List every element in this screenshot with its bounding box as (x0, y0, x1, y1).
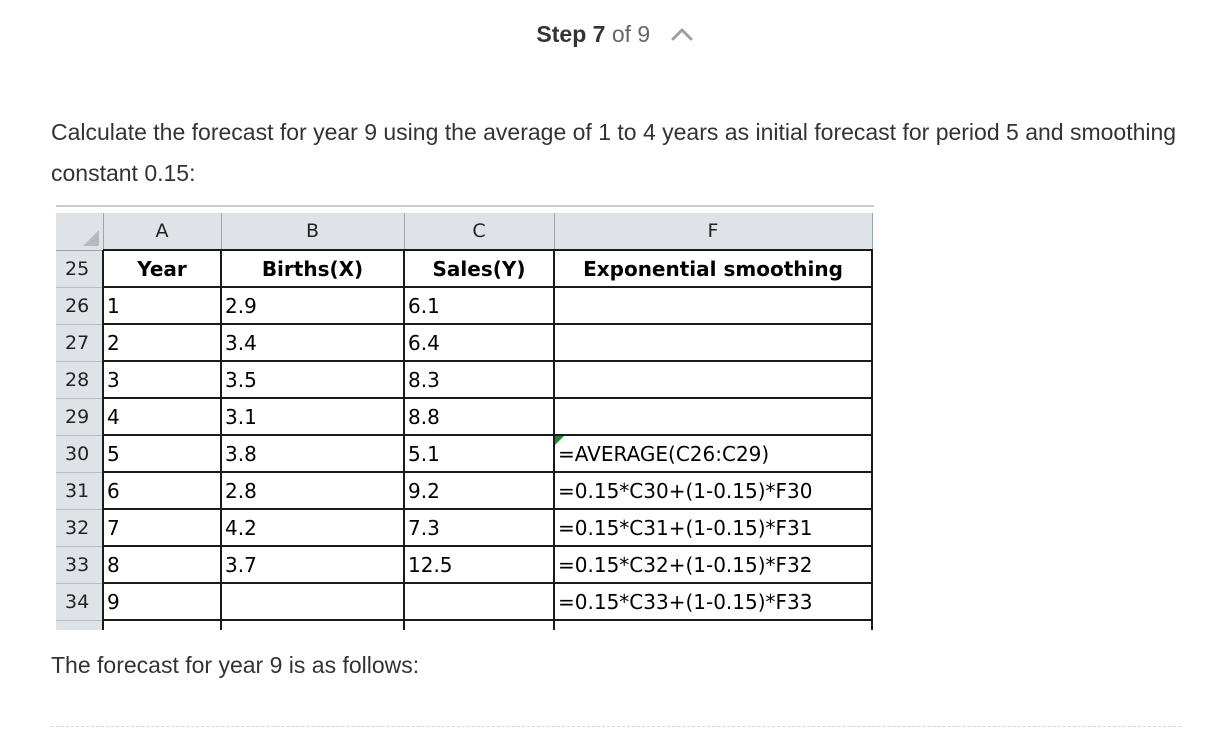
cell-smoothing[interactable]: =0.15*C32+(1-0.15)*F32 (553, 545, 873, 584)
cell-smoothing[interactable] (553, 286, 873, 325)
cell-year[interactable]: 4 (102, 397, 222, 436)
column-letter-c[interactable]: C (404, 213, 555, 251)
table-row: 29 4 3.1 8.8 (56, 397, 873, 436)
cell-smoothing[interactable] (553, 397, 873, 436)
cell-sales[interactable]: 6.4 (403, 323, 555, 362)
cell-smoothing[interactable] (553, 323, 873, 362)
cell-smoothing[interactable]: =0.15*C30+(1-0.15)*F30 (553, 471, 873, 510)
header-exponential-smoothing[interactable]: Exponential smoothing (553, 249, 873, 288)
cell-year[interactable]: 1 (102, 286, 222, 325)
table-row: 32 7 4.2 7.3 =0.15*C31+(1-0.15)*F31 (56, 508, 873, 547)
cell-births[interactable]: 3.8 (220, 434, 405, 473)
spreadsheet-table: A B C F 25 Year Births(X) Sales(Y) Expon… (56, 213, 873, 630)
cell-sales[interactable]: 8.3 (403, 360, 555, 399)
table-row: 27 2 3.4 6.4 (56, 323, 873, 362)
step-header: Step 7 of 9 (0, 20, 1229, 48)
cell-cutoff (220, 619, 405, 630)
row-number-cutoff (56, 620, 104, 630)
forecast-conclusion-text: The forecast for year 9 is as follows: (51, 652, 420, 678)
step-current-number: 7 (592, 21, 606, 47)
instruction-text: Calculate the forecast for year 9 using … (51, 119, 1177, 186)
section-divider (51, 726, 1181, 727)
cell-cutoff (403, 619, 555, 630)
table-row: 26 1 2.9 6.1 (56, 286, 873, 325)
cell-cutoff (102, 619, 222, 630)
cell-year[interactable]: 2 (102, 323, 222, 362)
cell-year[interactable]: 3 (102, 360, 222, 399)
cell-births[interactable]: 2.8 (220, 471, 405, 510)
cell-births[interactable]: 2.9 (220, 286, 405, 325)
cell-births[interactable]: 3.7 (220, 545, 405, 584)
column-letter-a[interactable]: A (103, 213, 222, 251)
table-row: 28 3 3.5 8.3 (56, 360, 873, 399)
cell-sales[interactable]: 5.1 (403, 434, 555, 473)
cell-year[interactable]: 9 (102, 582, 222, 621)
row-number: 25 (56, 250, 104, 288)
cell-cutoff (553, 619, 873, 630)
header-sales[interactable]: Sales(Y) (403, 249, 555, 288)
cell-births[interactable]: 3.1 (220, 397, 405, 436)
cell-sales[interactable]: 12.5 (403, 545, 555, 584)
table-row: 33 8 3.7 12.5 =0.15*C32+(1-0.15)*F32 (56, 545, 873, 584)
cell-births[interactable] (220, 582, 405, 621)
cell-sales[interactable]: 9.2 (403, 471, 555, 510)
column-letter-f[interactable]: F (554, 213, 873, 251)
row-number: 32 (56, 509, 104, 547)
cell-formula-text: =AVERAGE(C26:C29) (558, 441, 770, 466)
cell-smoothing[interactable]: =AVERAGE(C26:C29) (553, 434, 873, 473)
table-row: 34 9 =0.15*C33+(1-0.15)*F33 (56, 582, 873, 621)
sheet-toolbar-edge (56, 205, 874, 211)
cell-smoothing[interactable] (553, 360, 873, 399)
column-letter-b[interactable]: B (221, 213, 405, 251)
step-total: of 9 (611, 21, 651, 47)
formula-error-marker (556, 437, 564, 445)
cell-smoothing[interactable]: =0.15*C31+(1-0.15)*F31 (553, 508, 873, 547)
spreadsheet-screenshot: A B C F 25 Year Births(X) Sales(Y) Expon… (56, 205, 874, 630)
table-row: 30 5 3.8 5.1 =AVERAGE(C26:C29) (56, 434, 873, 473)
row-number: 29 (56, 398, 104, 436)
cell-sales[interactable]: 7.3 (403, 508, 555, 547)
row-number: 28 (56, 361, 104, 399)
select-all-corner[interactable] (56, 213, 104, 251)
row-number: 34 (56, 583, 104, 621)
chevron-up-icon[interactable] (671, 19, 693, 47)
cell-sales[interactable] (403, 582, 555, 621)
cell-births[interactable]: 3.5 (220, 360, 405, 399)
cell-smoothing[interactable]: =0.15*C33+(1-0.15)*F33 (553, 582, 873, 621)
table-row: 31 6 2.8 9.2 =0.15*C30+(1-0.15)*F30 (56, 471, 873, 510)
cell-births[interactable]: 4.2 (220, 508, 405, 547)
header-year[interactable]: Year (102, 249, 222, 288)
row-number: 26 (56, 287, 104, 325)
cell-year[interactable]: 5 (102, 434, 222, 473)
cell-sales[interactable]: 6.1 (403, 286, 555, 325)
row-number: 27 (56, 324, 104, 362)
header-births[interactable]: Births(X) (220, 249, 405, 288)
cell-year[interactable]: 7 (102, 508, 222, 547)
row-number: 33 (56, 546, 104, 584)
row-number: 31 (56, 472, 104, 510)
row-number: 30 (56, 435, 104, 473)
cell-year[interactable]: 6 (102, 471, 222, 510)
step-label: Step (536, 21, 587, 47)
table-header-row: 25 Year Births(X) Sales(Y) Exponential s… (56, 249, 873, 288)
column-header-row: A B C F (56, 213, 873, 251)
cell-births[interactable]: 3.4 (220, 323, 405, 362)
cell-sales[interactable]: 8.8 (403, 397, 555, 436)
cell-year[interactable]: 8 (102, 545, 222, 584)
partial-row (56, 619, 873, 630)
